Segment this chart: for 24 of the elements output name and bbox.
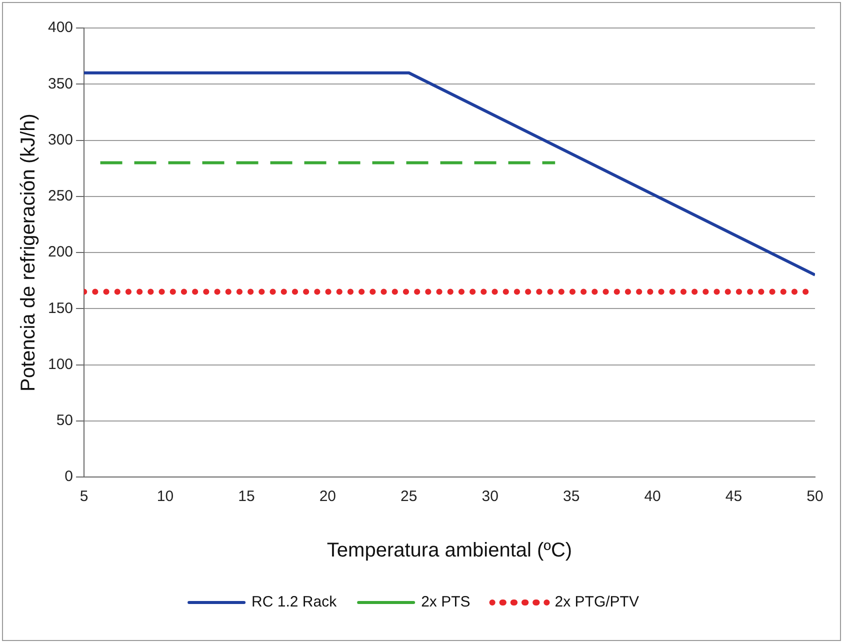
y-tick-label: 50 (56, 412, 74, 430)
y-tick-label: 150 (48, 300, 74, 317)
y-axis-title: Potencia de refrigeración (kJ/h) (18, 114, 40, 392)
y-tick-label: 0 (64, 468, 74, 486)
y-tick-label: 300 (48, 131, 74, 148)
x-tick-label: 35 (563, 488, 580, 506)
x-tick-label: 45 (725, 488, 742, 506)
legend-label: RC 1.2 Rack (252, 594, 338, 611)
y-tick-label: 350 (48, 75, 74, 92)
x-tick-label: 50 (806, 488, 824, 506)
y-tick-label: 100 (48, 356, 74, 373)
legend-label: 2x PTG/PTV (554, 594, 639, 611)
x-tick-label: 25 (400, 488, 418, 506)
x-tick-label: 20 (319, 488, 336, 506)
x-tick-label: 5 (80, 488, 88, 506)
x-tick-label: 15 (238, 488, 255, 506)
x-tick-label: 40 (644, 488, 661, 506)
x-tick-label: 30 (482, 488, 498, 506)
x-tick-label: 10 (156, 488, 174, 506)
y-tick-label: 400 (48, 19, 74, 36)
x-axis-title: Temperatura ambiental (ºC) (326, 540, 572, 562)
legend-label: 2x PTS (421, 594, 470, 611)
y-tick-label: 200 (48, 244, 74, 261)
y-tick-label: 250 (48, 188, 74, 205)
